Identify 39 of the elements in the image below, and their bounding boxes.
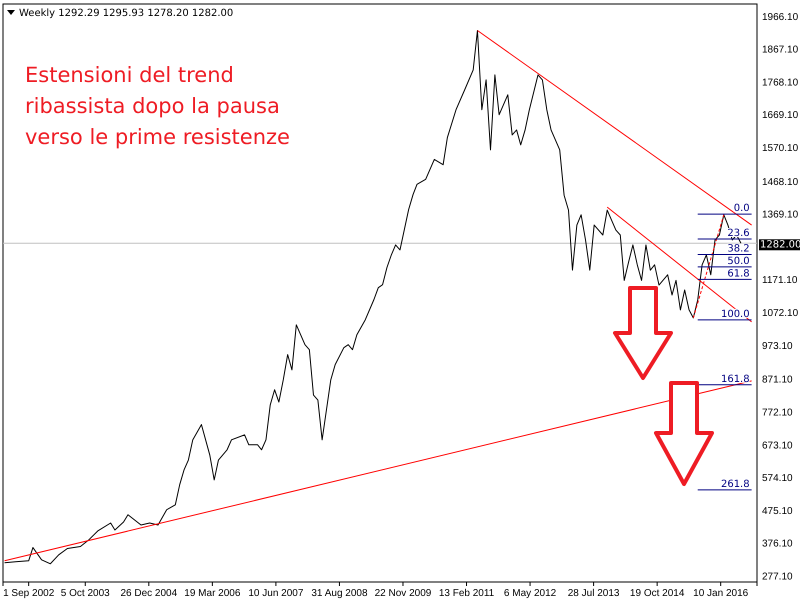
y-tick-label: 277.10 [762,572,794,583]
y-tick-label: 475.10 [762,506,794,517]
x-tick-label: 10 Jan 2016 [693,588,749,600]
series-label: 100.0 [720,308,750,320]
series-label: 23.6 [727,228,750,239]
series-label: 0.0 [734,203,750,214]
series-label: 261.8 [720,478,750,490]
y-tick-label: 673.10 [762,440,794,452]
series-label: 38.2 [727,244,750,255]
y-tick-label: 1966.10 [762,12,799,23]
y-tick-label: 1171.10 [762,275,798,286]
x-tick-label: 19 Mar 2006 [184,588,241,600]
y-tick-label: 871.10 [762,374,794,386]
series-label: 50.0 [727,256,750,267]
y-tick-label: 574.10 [762,473,794,484]
series-label: 61.8 [727,268,750,280]
x-tick-label: 6 May 2012 [504,588,557,600]
x-tick-label: 26 Dec 2004 [120,588,178,600]
y-tick-label: 1570.10 [762,143,799,154]
y-tick-label: 1768.10 [762,77,799,88]
chart-title: Weekly 1292.29 1295.93 1278.20 1282.00 [19,8,234,19]
series-label: 161.8 [720,374,750,385]
x-tick-label: 19 Oct 2014 [630,588,685,600]
y-tick-label: 772.10 [762,407,794,418]
x-tick-label: 1 Sep 2002 [3,588,55,600]
y-tick-label: 1072.10 [762,308,799,320]
y-tick-label: 1669.10 [762,110,799,122]
x-tick-label: 31 Aug 2008 [311,588,368,600]
x-tick-label: 10 Jun 2007 [248,588,304,600]
annotation: Estensioni del trend ribassista dopo la pausa verso le prime resistenze [25,63,290,149]
x-tick-label: 13 Feb 2011 [438,588,495,600]
x-tick-label: 5 Oct 2003 [60,588,110,600]
y-tick-label: 973.10 [762,340,794,352]
y-tick-label: 376.10 [762,538,794,550]
y-tick-label: 1369.10 [762,210,799,221]
y-tick-label: 1867.10 [762,44,799,56]
x-tick-label: 22 Nov 2009 [374,588,432,600]
x-tick-label: 28 Jul 2013 [568,588,620,600]
y-tick-label: 1468.10 [762,176,799,188]
